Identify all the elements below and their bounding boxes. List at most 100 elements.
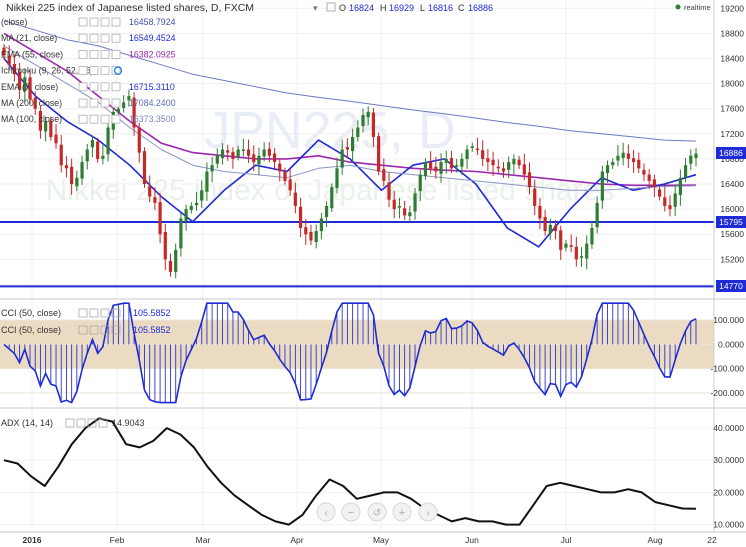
candle[interactable] xyxy=(449,150,454,173)
candle[interactable] xyxy=(101,144,105,165)
zoom-in-button[interactable]: + xyxy=(392,502,412,522)
candle[interactable] xyxy=(80,155,84,185)
indicator-row[interactable]: MA (100, close) 16373.3500 xyxy=(1,114,176,124)
indicator-control-icon[interactable] xyxy=(100,114,110,124)
candle[interactable] xyxy=(569,234,573,253)
candle[interactable] xyxy=(585,235,589,270)
candle[interactable] xyxy=(12,54,17,82)
adx-panel[interactable] xyxy=(3,417,697,526)
candle[interactable] xyxy=(7,45,11,71)
cci-panel[interactable] xyxy=(3,302,697,404)
candle[interactable] xyxy=(23,69,27,103)
indicator-control-icon[interactable] xyxy=(100,17,110,27)
time-axis[interactable]: 2016 Feb Mar Apr May Jun Jul Aug 22 xyxy=(23,535,717,545)
candle[interactable] xyxy=(652,174,656,198)
candle[interactable] xyxy=(184,204,188,231)
cci-controls-2[interactable] xyxy=(78,325,121,335)
candle[interactable] xyxy=(579,247,584,267)
candle[interactable] xyxy=(387,172,391,207)
candle[interactable] xyxy=(64,156,69,178)
indicator-control-icon[interactable] xyxy=(89,98,99,108)
candle[interactable] xyxy=(220,143,225,165)
indicator-control-icon[interactable] xyxy=(89,82,99,92)
indicator-control-icon[interactable] xyxy=(100,66,110,75)
scroll-right-button[interactable]: › xyxy=(418,502,438,522)
candle[interactable] xyxy=(163,223,167,271)
candle[interactable] xyxy=(507,156,511,179)
candle[interactable] xyxy=(564,239,568,252)
candle[interactable] xyxy=(210,157,214,183)
cci-controls-1[interactable] xyxy=(78,308,121,318)
scroll-left-button[interactable]: ‹ xyxy=(316,502,336,522)
candle[interactable] xyxy=(647,169,651,190)
candle[interactable] xyxy=(689,149,693,171)
candle[interactable] xyxy=(153,187,157,211)
candle[interactable] xyxy=(122,95,126,113)
candle[interactable] xyxy=(351,128,355,162)
candle[interactable] xyxy=(298,197,303,237)
candle[interactable] xyxy=(44,116,48,142)
candle[interactable] xyxy=(543,209,547,236)
candle[interactable] xyxy=(283,167,287,185)
candle[interactable] xyxy=(668,195,672,217)
candle[interactable] xyxy=(38,105,43,139)
candle[interactable] xyxy=(377,132,381,176)
candle[interactable] xyxy=(70,158,74,195)
candle[interactable] xyxy=(226,144,230,161)
candle[interactable] xyxy=(548,218,552,240)
price-axis[interactable]: 1920018800184001800017600172001680016400… xyxy=(720,3,744,289)
candle[interactable] xyxy=(205,162,209,201)
indicator-row[interactable]: MA (21, close) 16549.4524 xyxy=(1,33,176,43)
adx-controls[interactable] xyxy=(65,418,108,428)
candle[interactable] xyxy=(59,134,63,173)
candle[interactable] xyxy=(366,106,370,126)
indicator-control-icon[interactable] xyxy=(111,98,121,108)
candle[interactable] xyxy=(267,142,271,163)
reset-button[interactable]: ↺ xyxy=(367,502,387,522)
candle[interactable] xyxy=(683,157,688,183)
candle[interactable] xyxy=(2,44,6,60)
candle[interactable] xyxy=(434,156,438,179)
candle[interactable] xyxy=(127,89,131,107)
candle[interactable] xyxy=(460,153,464,175)
indicator-control-icon[interactable] xyxy=(78,33,88,43)
indicator-control-icon[interactable] xyxy=(78,66,88,75)
candle[interactable] xyxy=(293,182,297,214)
candle[interactable] xyxy=(200,180,204,208)
zoom-out-button[interactable]: − xyxy=(341,502,361,522)
candle[interactable] xyxy=(356,120,360,142)
candle[interactable] xyxy=(335,157,339,194)
visibility-toggle-icon[interactable] xyxy=(113,66,123,75)
candle[interactable] xyxy=(148,175,152,203)
indicator-control-icon[interactable] xyxy=(111,33,121,43)
candle[interactable] xyxy=(538,197,542,230)
candle[interactable] xyxy=(600,165,604,209)
candle[interactable] xyxy=(28,70,32,104)
candle[interactable] xyxy=(272,147,277,171)
candle[interactable] xyxy=(314,224,318,249)
candle[interactable] xyxy=(262,142,266,162)
indicator-control-icon[interactable] xyxy=(78,82,88,92)
candle[interactable] xyxy=(288,168,292,196)
indicator-row[interactable]: MA (200, close) 17084.2400 xyxy=(1,98,176,108)
indicator-control-icon[interactable] xyxy=(100,33,110,43)
candle[interactable] xyxy=(278,158,282,182)
candle[interactable] xyxy=(397,197,402,219)
candle[interactable] xyxy=(522,153,526,181)
candle[interactable] xyxy=(465,144,469,169)
candle[interactable] xyxy=(309,224,313,246)
candle[interactable] xyxy=(444,150,448,174)
candle[interactable] xyxy=(470,142,474,152)
indicator-control-icon[interactable] xyxy=(78,114,88,124)
candle[interactable] xyxy=(96,137,100,163)
candle[interactable] xyxy=(455,158,459,173)
candle[interactable] xyxy=(168,253,173,277)
indicator-control-icon[interactable] xyxy=(89,33,99,43)
candle[interactable] xyxy=(429,151,433,174)
candle[interactable] xyxy=(189,202,193,214)
title-dropdown-icon[interactable]: ▾ xyxy=(313,3,318,13)
indicator-control-icon[interactable] xyxy=(111,50,121,59)
candle[interactable] xyxy=(174,243,178,279)
indicator-control-icon[interactable] xyxy=(78,50,88,59)
candle[interactable] xyxy=(673,184,677,216)
